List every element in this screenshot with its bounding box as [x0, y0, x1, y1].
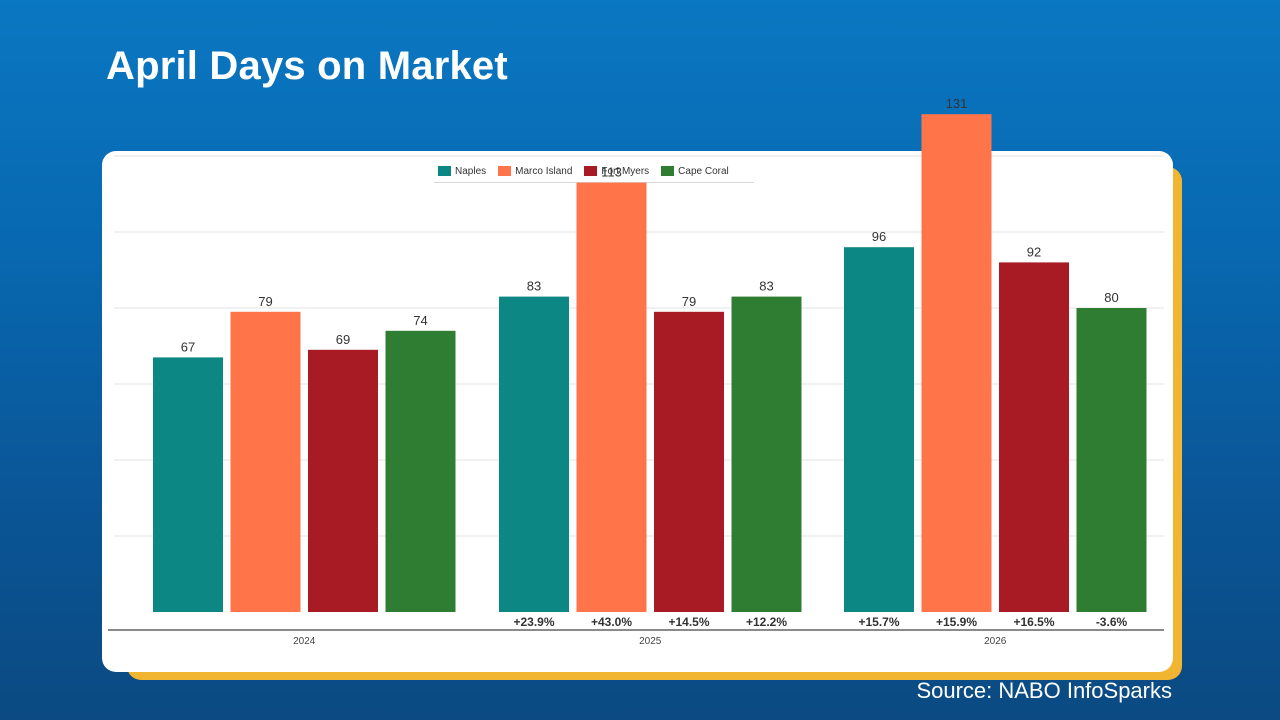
- bar-cape-coral-2025: [731, 296, 802, 612]
- change-label: +16.5%: [1013, 615, 1054, 629]
- legend-swatch-naples: [438, 166, 451, 176]
- x-tick-label: 2024: [293, 636, 316, 647]
- change-label: -3.6%: [1096, 615, 1128, 629]
- legend-swatch-cape-coral: [661, 166, 675, 176]
- legend-label-fort-myers: Fort Myers: [601, 165, 650, 177]
- data-label: 69: [336, 332, 350, 347]
- legend-item-marco-island: Marco Island: [498, 166, 572, 177]
- bar-marco-island-2025: [576, 182, 647, 612]
- legend-label-naples: Naples: [455, 165, 487, 177]
- bar-fort-myers-2025: [654, 311, 724, 612]
- data-label: 67: [181, 339, 195, 354]
- legend-item-naples: Naples: [438, 166, 486, 177]
- data-label: 79: [682, 294, 696, 309]
- slide-title: April Days on Market: [106, 44, 508, 88]
- change-label: +14.5%: [668, 615, 709, 629]
- bar-fort-myers-2026: [999, 262, 1069, 612]
- data-label: 74: [413, 313, 427, 328]
- bar-naples-2025: [499, 296, 569, 612]
- chart-legend: Naples Marco Island Fort Myers Cape Cora…: [434, 160, 754, 183]
- bar-fort-myers-2024: [308, 349, 378, 612]
- bar-cape-coral-2024: [385, 330, 456, 612]
- data-label: 80: [1104, 290, 1118, 305]
- legend-swatch-fort-myers: [584, 166, 598, 176]
- data-label: 92: [1027, 244, 1041, 259]
- x-tick-label: 2026: [984, 636, 1007, 647]
- legend-swatch-marco-island: [498, 166, 512, 176]
- data-label: 83: [759, 279, 773, 294]
- change-label: +43.0%: [591, 615, 632, 629]
- change-label: +23.9%: [513, 615, 554, 629]
- x-tick-label: 2025: [639, 636, 662, 647]
- data-label: 83: [527, 279, 541, 294]
- legend-label-cape-coral: Cape Coral: [678, 165, 729, 177]
- data-label: 113: [601, 165, 622, 180]
- bar-cape-coral-2026: [1076, 308, 1147, 612]
- data-label: 131: [946, 96, 968, 111]
- change-label: +15.9%: [936, 615, 977, 629]
- change-label: +15.7%: [858, 615, 899, 629]
- legend-item-fort-myers: Fort Myers: [584, 166, 649, 177]
- bar-naples-2026: [844, 247, 914, 612]
- source-caption: Source: NABO InfoSparks: [916, 678, 1172, 703]
- bar-naples-2024: [153, 357, 223, 612]
- data-label: 79: [258, 294, 272, 309]
- bar-marco-island-2024: [230, 311, 301, 612]
- legend-item-cape-coral: Cape Coral: [661, 166, 729, 177]
- bar-marco-island-2026: [921, 114, 992, 612]
- change-label: +12.2%: [746, 615, 787, 629]
- legend-label-marco-island: Marco Island: [515, 165, 573, 177]
- data-label: 96: [872, 229, 886, 244]
